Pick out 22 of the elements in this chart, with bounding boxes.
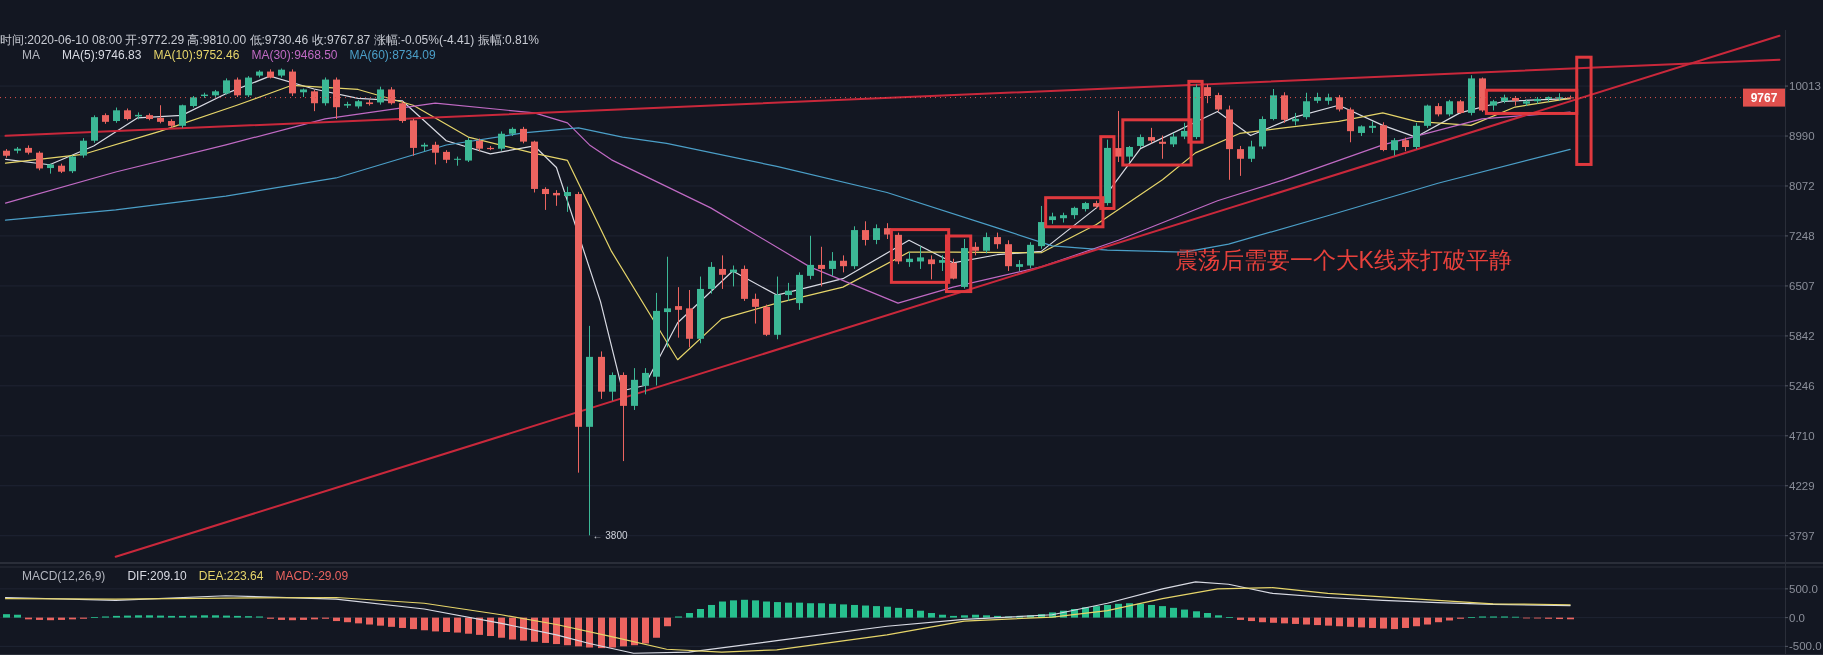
series-names: MA MA(5):9746.83 MA(10):9752.46 MA(30):9468.50 MA(60):8734.09 — [22, 48, 436, 62]
y-tick-label: 0.0 — [1789, 611, 1805, 624]
text: MACD:-29.09 — [275, 569, 349, 583]
y-tick-label: 10013 — [1789, 80, 1821, 93]
y-tick-label: 6507 — [1789, 279, 1815, 292]
annotation: ← 3800 — [592, 530, 628, 542]
annotation: 震荡后需要一个大K线来打破平静 — [1174, 247, 1512, 274]
series-label: DIF:209.10 — [127, 569, 188, 583]
y-tick-label: 500.0 — [1789, 582, 1818, 595]
ref-line-label: 9767 — [1750, 91, 1778, 106]
y-tick-label: 4710 — [1789, 429, 1815, 442]
legend-title: MACD(12,26,9) — [22, 569, 106, 583]
chart-title: 时间:2020-06-10 08:00 开:9772.29 高:9810.00 低:9730.46 收:9767.87 涨幅:-0.05%(-4.41) 振幅:0.81% — [0, 33, 540, 47]
y-tick-label: -500.0 — [1789, 640, 1822, 653]
y-tick-label: 8990 — [1789, 130, 1815, 143]
y-tick-label: 4229 — [1789, 479, 1815, 492]
y-tick-label: 5842 — [1789, 329, 1815, 342]
y-tick-label: 3797 — [1789, 529, 1815, 542]
series-label: DEA:223.64 — [198, 569, 264, 583]
y-tick-label: 8072 — [1789, 179, 1815, 192]
y-tick-label: 5246 — [1789, 379, 1815, 392]
y-tick-label: 7248 — [1789, 229, 1815, 242]
